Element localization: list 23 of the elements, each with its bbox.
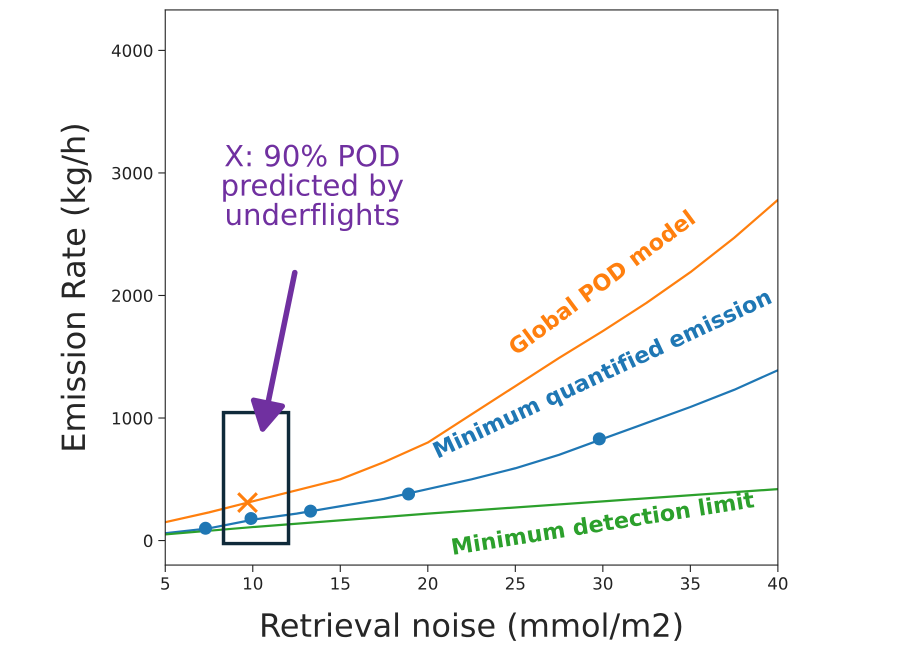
point [199,522,212,535]
point [402,487,416,500]
x-tick-label: 10 [244,577,262,590]
text: Minimum detection limit [452,490,755,555]
y-tick-label: 2000 [112,289,152,302]
x-tick-label: 20 [418,577,438,590]
point [304,504,318,518]
y-tick-label: 1000 [112,412,152,425]
x-tick-label: 25 [506,577,524,590]
x-tick-label: 35 [681,577,700,590]
x-tick-label: 15 [332,577,350,590]
y-tick-label: 4000 [112,44,152,57]
annotation: X: 90% POD predicted by underflights [223,144,404,232]
y-tick-label: 3000 [112,166,152,180]
x-axis-title: Retrieval noise (mmol/m2) [262,612,682,641]
y-tick-label: 0 [144,534,152,548]
y-axis-title: Emission Rate (kg/h) [60,125,92,450]
x-tick-label: 40 [768,577,788,590]
point [236,492,258,514]
x-tick-label: 5 [161,577,170,590]
x-tick-label: 30 [594,577,612,590]
point [244,512,258,526]
point [592,432,606,446]
